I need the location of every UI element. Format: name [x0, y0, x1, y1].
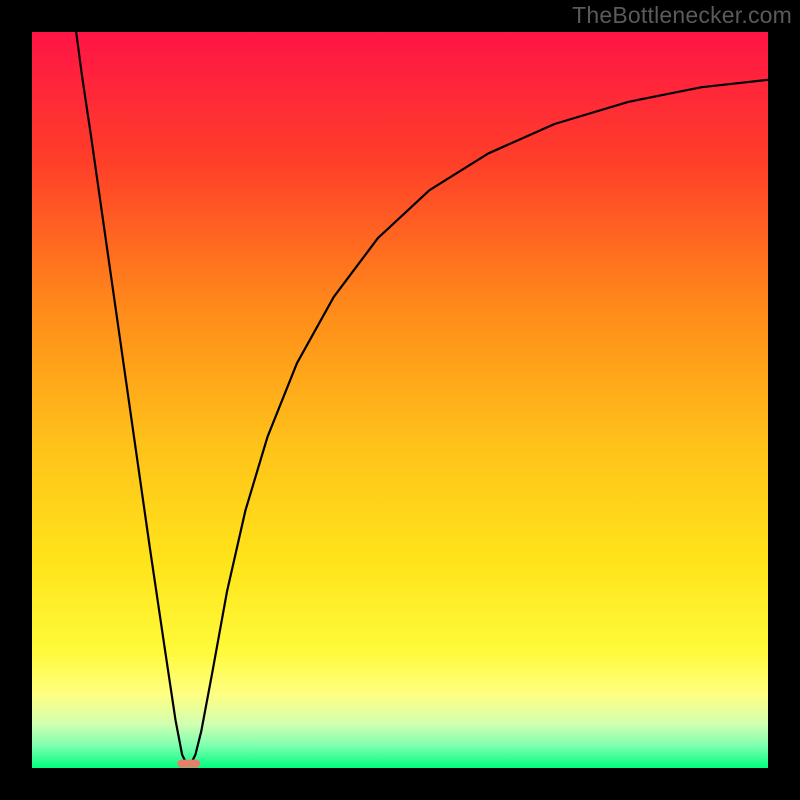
curve-path: [76, 32, 768, 764]
plot-area: [32, 32, 768, 768]
bottleneck-curve: [32, 32, 768, 768]
watermark-text: TheBottlenecker.com: [572, 2, 792, 29]
figure-root: TheBottlenecker.com: [0, 0, 800, 800]
optimal-point-marker: [177, 759, 201, 768]
